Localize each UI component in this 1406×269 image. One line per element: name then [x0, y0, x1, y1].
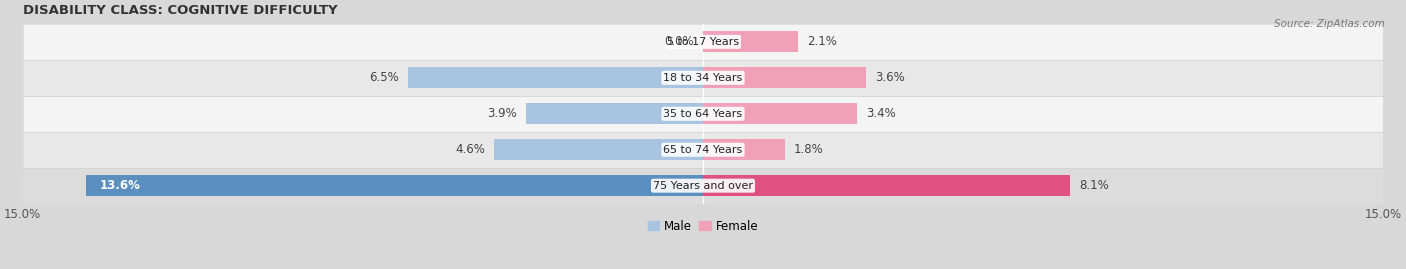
Text: 75 Years and over: 75 Years and over [652, 181, 754, 191]
Bar [526, 103, 703, 124]
Bar [703, 175, 1070, 196]
Text: 0.0%: 0.0% [664, 35, 695, 48]
Text: 2.1%: 2.1% [807, 35, 837, 48]
Text: Source: ZipAtlas.com: Source: ZipAtlas.com [1274, 19, 1385, 29]
Bar [22, 60, 1384, 96]
Text: 8.1%: 8.1% [1080, 179, 1109, 192]
Text: 65 to 74 Years: 65 to 74 Years [664, 145, 742, 155]
Text: 35 to 64 Years: 35 to 64 Years [664, 109, 742, 119]
Bar [703, 68, 866, 88]
Text: 4.6%: 4.6% [456, 143, 485, 156]
Text: 18 to 34 Years: 18 to 34 Years [664, 73, 742, 83]
Bar [22, 168, 1384, 204]
Bar [408, 68, 703, 88]
Bar [22, 24, 1384, 60]
Text: 6.5%: 6.5% [370, 71, 399, 84]
Text: DISABILITY CLASS: COGNITIVE DIFFICULTY: DISABILITY CLASS: COGNITIVE DIFFICULTY [22, 4, 337, 17]
Bar [22, 132, 1384, 168]
Legend: Male, Female: Male, Female [643, 215, 763, 237]
Text: 5 to 17 Years: 5 to 17 Years [666, 37, 740, 47]
Text: 13.6%: 13.6% [100, 179, 141, 192]
Text: 3.9%: 3.9% [488, 107, 517, 120]
Bar [86, 175, 703, 196]
Bar [22, 96, 1384, 132]
Bar [703, 103, 858, 124]
Bar [703, 139, 785, 160]
Text: 3.6%: 3.6% [876, 71, 905, 84]
Text: 1.8%: 1.8% [794, 143, 824, 156]
Bar [495, 139, 703, 160]
Text: 3.4%: 3.4% [866, 107, 896, 120]
Bar [703, 31, 799, 52]
